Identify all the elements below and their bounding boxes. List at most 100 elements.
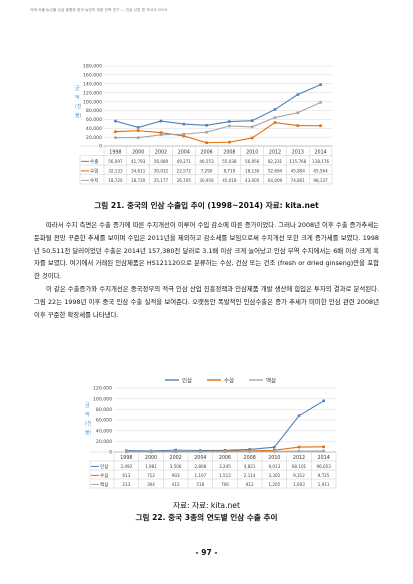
table-value: 25,177 [154,178,169,183]
y-axis-label: (천 [75,103,82,110]
series-line [115,101,321,139]
y-axis-label: (천 [85,420,92,427]
y-tick-label: 100,000 [93,396,112,402]
table-value: 3,302 [268,473,280,478]
data-point [296,124,300,127]
data-point [273,445,276,449]
data-point [319,101,322,104]
x-tick-label: 2012 [269,150,281,156]
data-point [319,124,322,128]
table-value: 41,793 [131,159,146,164]
table-value: 56,089 [154,159,169,164]
table-value: 9,725 [318,473,330,478]
table-value: 56,097 [108,159,123,164]
table-value: 18,720 [131,178,146,183]
figure-22-caption: 그림 22. 중국 3종의 연도별 인삼 수출 추이 [135,513,278,522]
table-value: 22,572 [177,169,192,174]
data-point [182,132,186,136]
y-tick-label: 80,000 [86,108,102,114]
table-value: 96,053 [317,464,332,469]
y-tick-label: 20,000 [86,135,102,141]
table-series-name: 수지 [90,177,98,184]
y-tick-label: 180,000 [83,64,102,70]
y-axis-label: 액 [75,94,80,101]
data-point [273,450,276,453]
table-value: 903 [172,473,180,478]
table-series-name: 수출 [90,158,98,165]
y-tick-label: 120,000 [93,386,112,392]
y-axis-label: 금 [75,86,80,92]
table-value: 30,956 [199,178,214,183]
data-point [125,450,128,454]
table-value: 712 [147,473,155,478]
data-point [273,121,277,124]
body-text: 따라서 수지 측면은 수출 증가에 따른 수지개선이 이루어 수입 감소에 따른… [34,219,379,321]
table-value: 1,603 [293,482,305,487]
y-tick-label: 20,000 [96,439,112,445]
data-point [228,124,231,128]
series-line [115,122,321,144]
table-value: 1,911 [318,482,330,487]
data-point [322,399,325,403]
data-point [319,83,322,86]
y-tick-label: 160,000 [83,73,102,79]
data-point [297,445,301,449]
data-point [228,140,231,144]
table-value: 1,512 [219,473,231,478]
table-value: 706 [221,482,229,487]
table-value: 64,009 [268,178,283,183]
table-value: 2,492 [120,464,132,469]
x-tick-label: 2000 [132,150,144,156]
table-series-name: 수입 [90,168,98,175]
table-value: 46,553 [199,159,214,164]
x-tick-label: 2002 [170,455,182,461]
legend-entry: 인삼 [182,377,192,385]
table-series-name: 백삼 [100,481,109,488]
table-value: 45,018 [222,178,237,183]
x-tick-label: 1998 [120,455,132,461]
table-value: 2,114 [244,473,256,478]
data-point [297,414,301,418]
x-tick-label: 2004 [194,455,206,461]
table-value: 3,506 [170,464,182,469]
data-point [322,449,325,453]
table-value: 9,013 [268,464,280,469]
y-tick-label: 80,000 [96,407,112,413]
data-point [296,93,300,96]
table-value: 45,894 [291,169,306,174]
data-point [114,130,117,134]
table-value: 138,176 [312,159,329,164]
table-value: 3,245 [219,464,231,469]
figure-22-source: 자료: 자료: kita.net [173,501,240,510]
x-tick-label: 2014 [318,455,330,461]
table-series-name: 인삼 [100,463,109,470]
x-tick-label: 2012 [293,455,305,461]
page-number: - 97 - [195,548,218,557]
table-value: 4,821 [244,464,256,469]
table-value: 613 [122,473,130,478]
y-axis-label: 액 [85,411,90,418]
y-axis-label: 금 [85,403,90,409]
series-line [126,400,324,452]
data-point [250,119,254,122]
data-point [223,450,227,453]
y-tick-label: 40,000 [96,428,112,434]
table-value: 518 [196,482,204,487]
table-value: 45,564 [313,169,328,174]
table-value: 18,720 [108,178,123,183]
table-value: 1,205 [268,482,280,487]
table-value: 912 [246,482,254,487]
ginseng-types-chart: 인삼 수삼 백삼020,00040,00060,00080,000100,00012… [85,377,337,488]
data-point [205,130,208,134]
table-value: 8,719 [224,169,236,174]
data-point [322,445,325,449]
table-value: 52,694 [268,169,283,174]
x-tick-label: 1998 [109,150,121,156]
data-point [159,131,163,134]
x-tick-label: 2008 [223,150,235,156]
y-axis-label: 불) [75,112,82,119]
data-point [182,134,186,138]
table-value: 2,808 [194,464,206,469]
series-line [115,84,321,128]
table-value: 98,137 [313,178,328,183]
